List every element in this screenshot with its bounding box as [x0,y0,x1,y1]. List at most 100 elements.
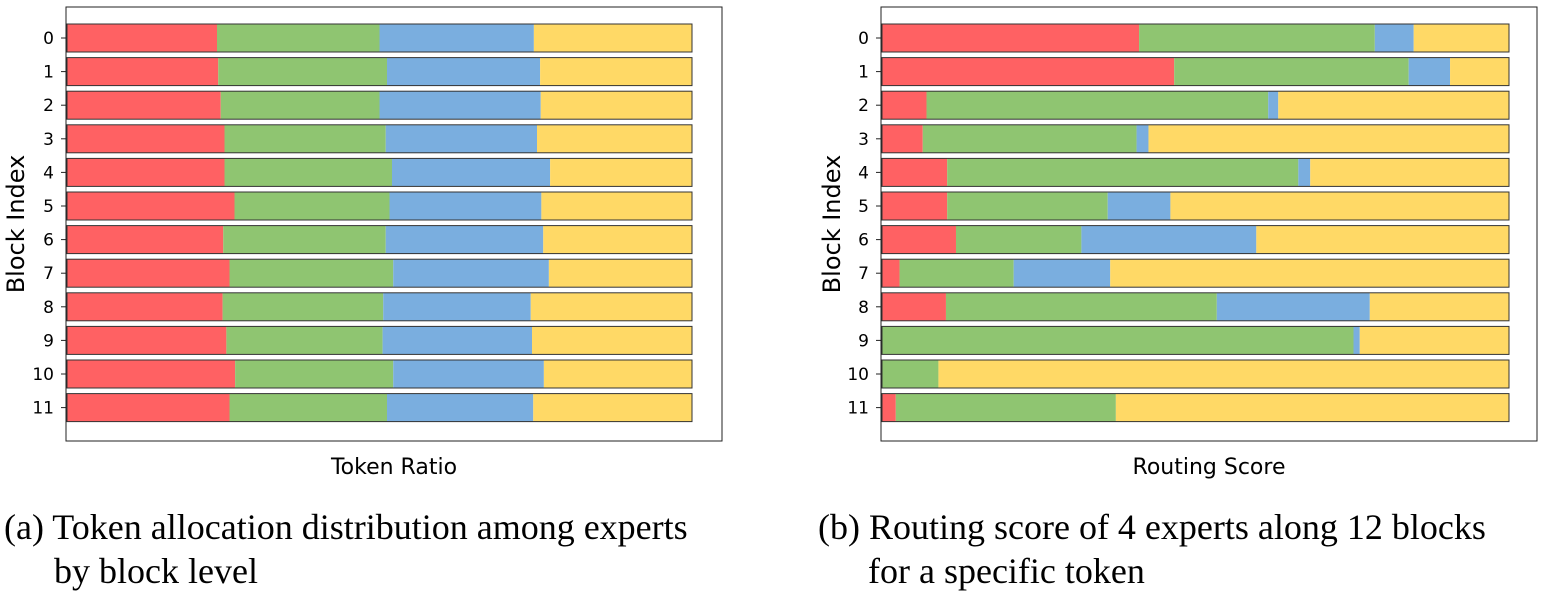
bar-block-6-expert-4 [543,225,692,254]
bar-block-10-expert-4 [543,360,692,388]
bar-block-9-expert-3 [1353,326,1360,355]
bar-outline-2 [66,90,693,120]
caption-b-line2: for a specific token [868,551,1145,591]
bar-outline-3 [881,124,1510,154]
bar-block-4-expert-2 [224,158,392,187]
bar-block-7-expert-4 [548,259,692,288]
bar-block-1-expert-4 [1450,57,1509,86]
bar-block-9-expert-2 [226,326,383,355]
y-tick-label-9: 9 [858,331,869,351]
caption-a-line1: (a) Token allocation distribution among … [4,507,688,547]
bar-block-9-expert-2 [882,326,1354,355]
bar-block-5-expert-2 [947,192,1108,220]
bar-block-8-expert-1 [67,292,223,321]
bar-block-9-expert-4 [1359,326,1509,355]
bar-block-1-expert-1 [67,57,219,86]
bar-block-3-expert-4 [1148,124,1509,153]
bar-outline-10 [881,359,1510,389]
bar-block-7-expert-2 [899,259,1014,288]
y-tick-label-11: 11 [32,399,54,419]
bar-outline-9 [66,325,693,355]
y-tick-label-9: 9 [43,331,54,351]
bar-block-2-expert-2 [220,91,380,120]
bar-block-2-expert-4 [540,91,692,120]
bar-block-8-expert-3 [383,292,531,321]
bar-block-2-expert-2 [926,91,1269,120]
y-tick-label-3: 3 [858,130,869,150]
bar-block-4-expert-2 [947,158,1299,187]
bar-block-1-expert-2 [1174,57,1409,86]
bar-block-11-expert-4 [1115,393,1509,422]
caption-a: (a) Token allocation distribution among … [4,505,688,593]
bar-block-9-expert-4 [532,326,692,355]
bar-block-11-expert-2 [895,393,1116,422]
bar-block-4-expert-4 [1310,158,1509,187]
bar-block-10-expert-1 [67,360,236,388]
bar-block-3-expert-4 [537,124,692,153]
y-tick-label-8: 8 [858,298,869,318]
bar-block-3-expert-3 [1136,124,1149,153]
bar-block-10-expert-4 [938,360,1509,388]
bar-block-7-expert-2 [229,259,394,288]
y-tick-label-4: 4 [43,163,54,183]
bar-block-5-expert-1 [882,192,948,220]
bar-block-6-expert-1 [67,225,224,254]
bar-block-0-expert-3 [379,24,534,52]
bar-block-1-expert-4 [540,57,692,86]
y-axis-label: Block Index [2,155,30,294]
bar-block-3-expert-3 [385,124,537,153]
y-tick-label-4: 4 [858,163,869,183]
bar-block-0-expert-3 [1374,24,1414,52]
bar-block-2-expert-3 [1268,91,1279,120]
bar-block-2-expert-3 [379,91,541,120]
bar-block-5-expert-3 [389,192,542,220]
bar-block-0-expert-4 [1413,24,1509,52]
bar-block-6-expert-2 [223,225,386,254]
bar-outline-10 [66,359,693,389]
bar-outline-8 [881,292,1510,322]
bar-outline-9 [881,325,1510,355]
bar-block-6-expert-3 [385,225,544,254]
bar-block-1-expert-3 [387,57,541,86]
x-axis-label: Token Ratio [330,455,457,480]
bar-outline-11 [66,393,693,423]
bar-block-2-expert-4 [1278,91,1509,120]
y-tick-label-1: 1 [858,63,869,83]
y-tick-label-2: 2 [858,96,869,116]
bar-block-7-expert-1 [882,259,900,288]
bar-outline-0 [881,23,1510,53]
y-tick-label-10: 10 [32,365,54,385]
bar-block-5-expert-3 [1107,192,1171,220]
bar-block-3-expert-2 [224,124,386,153]
bar-block-7-expert-4 [1110,259,1509,288]
bar-block-8-expert-4 [1369,292,1509,321]
chart-token-ratio: 0 1 2 3 4 5 6 7 8 9 10 11 Token Ratio Block Index [2,6,723,480]
y-tick-label-6: 6 [858,231,869,251]
bar-outline-7 [881,258,1510,288]
bar-block-11-expert-2 [229,393,387,422]
bar-block-4-expert-1 [67,158,225,187]
bar-outline-5 [66,191,693,221]
bar-outline-6 [881,225,1510,255]
bar-block-6-expert-1 [882,225,956,254]
bar-block-1-expert-2 [218,57,387,86]
bar-block-5-expert-2 [234,192,390,220]
y-tick-label-11: 11 [847,399,869,419]
bar-block-0-expert-2 [217,24,380,52]
y-axis-label: Block Index [818,155,846,294]
y-tick-label-1: 1 [43,63,54,83]
y-tick-label-5: 5 [43,197,54,217]
caption-b-line1: (b) Routing score of 4 experts along 12 … [818,507,1486,547]
bar-outline-0 [66,23,693,53]
bar-outline-7 [66,258,693,288]
bar-block-2-expert-1 [882,91,927,120]
bar-block-9-expert-3 [382,326,532,355]
bar-block-2-expert-1 [67,91,221,120]
y-tick-label-6: 6 [43,231,54,251]
bar-block-1-expert-3 [1408,57,1451,86]
figure: 0 1 2 3 4 5 6 7 8 9 10 11 Token Ratio Block Index 0 1 2… [2,6,1538,480]
bar-block-1-expert-1 [882,57,1175,86]
bar-block-11-expert-1 [882,393,896,422]
bar-block-6-expert-3 [1081,225,1257,254]
bar-block-3-expert-1 [882,124,923,153]
